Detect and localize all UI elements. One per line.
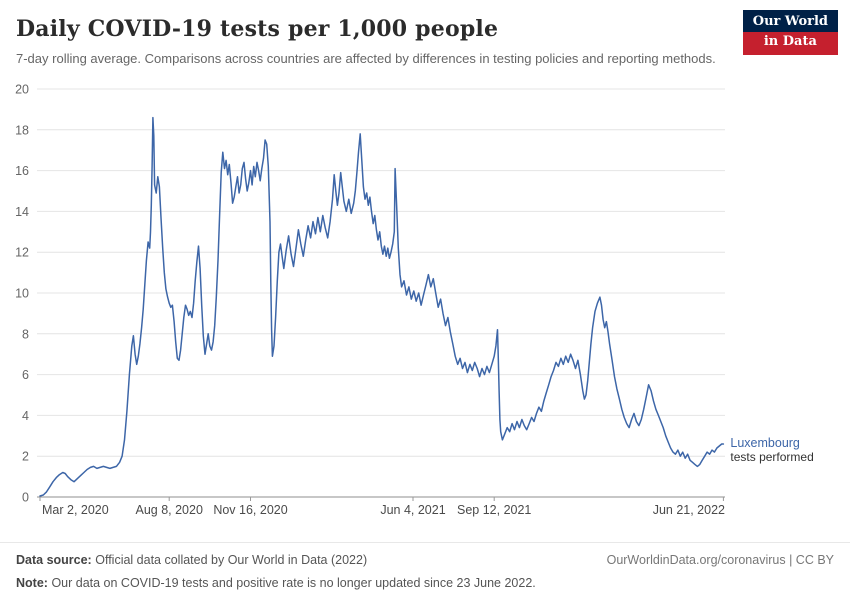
- x-tick-label: Nov 16, 2020: [213, 503, 287, 517]
- note-value: Our data on COVID-19 tests and positive …: [51, 575, 536, 590]
- owid-url-link[interactable]: OurWorldinData.org/coronavirus | CC BY: [606, 553, 834, 567]
- luxembourg-series-line[interactable]: [39, 116, 725, 497]
- x-tick-label: Jun 4, 2021: [380, 503, 445, 517]
- y-tick-label: 10: [15, 286, 29, 300]
- owid-logo: Our World in Data: [742, 10, 838, 55]
- page-title: Daily COVID-19 tests per 1,000 people: [16, 16, 499, 42]
- y-tick-label: 16: [15, 164, 29, 178]
- chart-header: Daily COVID-19 tests per 1,000 people 7-…: [0, 0, 850, 69]
- owid-logo-line1: Our World: [742, 10, 838, 33]
- data-source-value: Official data collated by Our World in D…: [95, 553, 368, 567]
- owid-logo-line2: in Data: [742, 32, 838, 55]
- y-tick-label: 2: [22, 450, 29, 464]
- data-source-label: Data source:: [16, 553, 92, 567]
- footer-note: Note: Our data on COVID-19 tests and pos…: [16, 575, 834, 593]
- y-tick-label: 0: [22, 490, 29, 504]
- chart-footer: Data source: Official data collated by O…: [0, 542, 850, 592]
- footer-row: Data source: Official data collated by O…: [16, 552, 834, 570]
- chart-canvas[interactable]: 0 2 4 6 8 10 12 14 16 18 20 Mar 2, 2020 Aug 8, 2020 N…: [0, 77, 850, 522]
- y-tick-label: 20: [15, 82, 29, 96]
- y-tick-label: 8: [22, 327, 29, 341]
- y-tick-label: 4: [22, 409, 29, 423]
- chart-subtitle: 7-day rolling average. Comparisons acros…: [16, 51, 716, 66]
- x-tick-label: Mar 2, 2020: [42, 503, 109, 517]
- x-tick-label: Jun 21, 2022: [653, 503, 725, 517]
- y-tick-label: 6: [22, 368, 29, 382]
- series-end-label[interactable]: Luxembourg tests performed: [730, 436, 813, 464]
- x-tick-label: Aug 8, 2020: [135, 503, 202, 517]
- data-source-text: Data source: Official data collated by O…: [16, 552, 367, 570]
- y-tick-label: 14: [15, 205, 29, 219]
- y-tick-label: 18: [15, 123, 29, 137]
- y-tick-label: 12: [15, 246, 29, 260]
- note-label: Note:: [16, 575, 48, 590]
- x-tick-label: Sep 12, 2021: [457, 503, 531, 517]
